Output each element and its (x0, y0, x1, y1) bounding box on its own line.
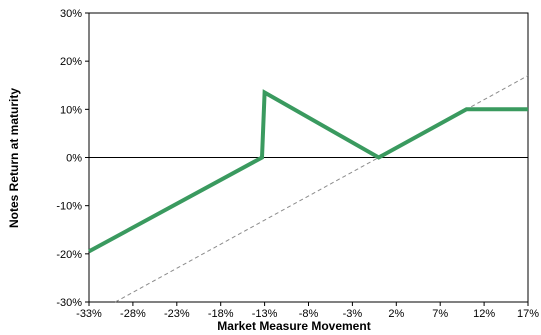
y-tick-label: -10% (56, 201, 82, 213)
x-tick-label: 17% (517, 308, 539, 320)
x-tick-label: 12% (473, 308, 495, 320)
x-tick-label: -8% (299, 308, 319, 320)
y-tick-label: -30% (56, 297, 82, 309)
y-tick-label: 10% (60, 104, 82, 116)
y-tick-label: 0% (66, 153, 82, 165)
y-tick-label: 20% (60, 56, 82, 68)
x-tick-label: -13% (252, 308, 278, 320)
x-tick-label: -23% (164, 308, 190, 320)
notes-return-line (88, 89, 528, 254)
y-axis-title: Notes Return at maturity (7, 88, 21, 228)
x-axis-title: Market Measure Movement (217, 319, 370, 333)
x-tick-label: 2% (388, 308, 404, 320)
x-tick-label: -33% (76, 308, 102, 320)
y-tick-label: -20% (56, 249, 82, 261)
x-tick-label: -18% (208, 308, 234, 320)
x-tick-label: -28% (120, 308, 146, 320)
x-tick-label: -3% (343, 308, 363, 320)
x-tick-label: 7% (432, 308, 448, 320)
y-tick-label: 30% (60, 8, 82, 20)
